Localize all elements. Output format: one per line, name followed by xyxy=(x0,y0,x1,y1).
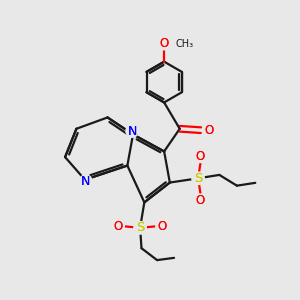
Text: O: O xyxy=(113,220,123,233)
Circle shape xyxy=(112,220,124,233)
Text: O: O xyxy=(158,220,167,233)
Circle shape xyxy=(194,150,207,163)
Text: O: O xyxy=(204,124,214,137)
Text: N: N xyxy=(81,175,90,188)
Text: O: O xyxy=(204,124,214,137)
Circle shape xyxy=(158,37,170,50)
Text: N: N xyxy=(128,124,137,137)
Text: O: O xyxy=(158,220,167,233)
Text: N: N xyxy=(81,175,90,188)
Text: O: O xyxy=(196,194,205,207)
Text: S: S xyxy=(136,221,144,234)
Text: N: N xyxy=(128,124,137,137)
Text: S: S xyxy=(194,172,202,185)
Circle shape xyxy=(192,172,204,184)
Text: O: O xyxy=(113,220,123,233)
Circle shape xyxy=(203,124,215,136)
Text: O: O xyxy=(196,194,205,207)
Text: O: O xyxy=(196,150,205,163)
Text: CH₃: CH₃ xyxy=(176,39,194,49)
Circle shape xyxy=(156,220,168,233)
Circle shape xyxy=(134,222,146,234)
Text: S: S xyxy=(136,221,144,234)
Text: O: O xyxy=(196,150,205,163)
Text: O: O xyxy=(160,37,169,50)
Circle shape xyxy=(126,125,138,137)
Circle shape xyxy=(194,194,207,207)
Text: S: S xyxy=(194,172,202,185)
Text: O: O xyxy=(160,37,169,50)
Circle shape xyxy=(80,175,92,188)
